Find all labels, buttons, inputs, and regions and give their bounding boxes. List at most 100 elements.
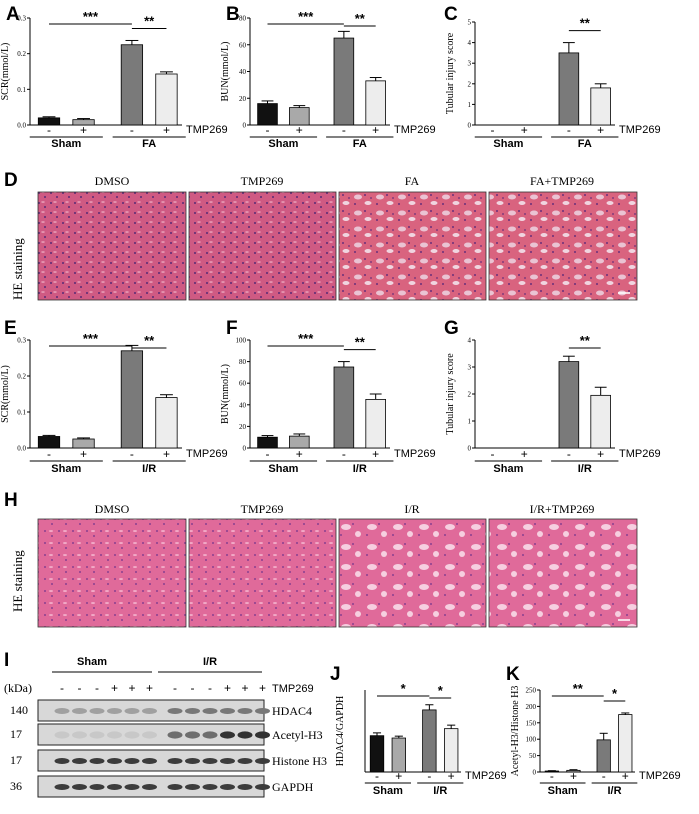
y-tick-label: 0.3 — [17, 15, 26, 23]
blot-band — [255, 731, 270, 739]
caption-H-3: I/R — [404, 502, 419, 516]
category-label: - — [550, 769, 554, 783]
blot-band — [124, 731, 140, 739]
blot-band — [124, 708, 140, 714]
y-axis-label: SCR(mmol/L) — [0, 365, 11, 423]
treatment-label: TMP269 — [619, 448, 661, 460]
lane-sign: - — [191, 681, 195, 695]
bar — [558, 361, 580, 449]
lane-sign: - — [78, 681, 82, 695]
y-tick-label: 0 — [243, 445, 247, 453]
category-label: - — [266, 447, 270, 461]
category-label: + — [597, 447, 604, 461]
chart-E: 0.0 0.1 0.2 0.3 SCR(mmol/L) - + - + TMP269 Sham I/R… — [0, 331, 228, 475]
y-tick-label: 20 — [239, 95, 247, 103]
y-tick-label: 1 — [468, 418, 472, 426]
category-label: + — [570, 769, 577, 783]
he-image-ir-tmp269 — [488, 518, 638, 628]
category-label: - — [491, 123, 495, 137]
blot-band — [202, 784, 218, 790]
caption-D-2: TMP269 — [241, 174, 284, 188]
y-tick-label: 80 — [239, 358, 247, 366]
panel-label-A: A — [6, 4, 20, 25]
y-tick-label: 40 — [239, 68, 247, 76]
lane-sign: - — [173, 681, 177, 695]
blot-band — [167, 708, 183, 714]
blot-band — [220, 758, 235, 764]
bar — [155, 397, 178, 449]
y-axis-label: BUN(mmol/L) — [220, 42, 231, 102]
blot-band — [255, 758, 270, 764]
significance-label: ** — [355, 11, 366, 26]
bar — [391, 737, 406, 773]
blot-treatment-label: TMP269 — [272, 683, 314, 695]
category-label: - — [427, 769, 431, 783]
lane-sign: - — [60, 681, 64, 695]
panel-label-K: K — [506, 664, 520, 685]
blot-band — [202, 758, 218, 764]
y-axis-label: HDAC4/GAPDH — [335, 696, 346, 767]
protein-label: Acetyl-H3 — [272, 728, 323, 742]
blot-band — [167, 758, 183, 764]
group-label: I/R — [353, 463, 367, 475]
y-tick-label: 60 — [239, 41, 247, 49]
y-tick-label: 50 — [529, 752, 537, 760]
category-label: + — [296, 447, 303, 461]
blot-band — [185, 708, 200, 714]
blot-band — [72, 784, 87, 790]
y-tick-label: 250 — [526, 687, 537, 695]
caption-H-4: I/R+TMP269 — [530, 502, 595, 516]
he-image-fa-tmp269 — [488, 191, 638, 301]
kda-marker: 140 — [10, 703, 28, 717]
caption-D-1: DMSO — [95, 174, 130, 188]
chart-C: 0 1 2 3 4 5 Tubular injury score - + - + TMP269 Sham… — [445, 16, 661, 150]
panel-label-B: B — [226, 4, 240, 25]
group-label: Sham — [493, 463, 523, 475]
bar — [120, 44, 144, 126]
category-label: + — [80, 447, 87, 461]
significance-label: ** — [580, 16, 591, 31]
blot-band — [220, 731, 235, 739]
group-label: Sham — [493, 138, 523, 150]
lane-sign: + — [128, 681, 135, 695]
blot-sign-row: - - - + + + - - - + + + — [60, 681, 266, 695]
y-tick-label: 0.2 — [17, 373, 26, 381]
y-tick-label: 100 — [236, 337, 247, 345]
lane-sign: + — [111, 681, 118, 695]
caption-H-1: DMSO — [95, 502, 130, 516]
category-label: + — [597, 123, 604, 137]
y-tick-label: 100 — [526, 736, 537, 744]
he-image-ir — [338, 518, 487, 628]
group-label: I/R — [607, 785, 621, 797]
blot-band — [237, 758, 253, 764]
blot-group-ir: I/R — [203, 656, 217, 668]
category-label: - — [375, 769, 379, 783]
blot-band — [54, 784, 70, 790]
he-image-dmso-fa — [37, 191, 187, 301]
significance-label: * — [401, 681, 407, 696]
y-tick-label: 0 — [468, 122, 472, 130]
group-label: I/R — [433, 785, 447, 797]
y-tick-label: 0.2 — [17, 50, 26, 58]
significance-label: *** — [298, 331, 314, 346]
treatment-label: TMP269 — [186, 448, 228, 460]
blot-band — [107, 758, 122, 764]
bar — [155, 73, 178, 126]
bar — [369, 735, 385, 773]
bar — [590, 394, 611, 449]
bar — [365, 80, 386, 126]
bar — [590, 87, 611, 126]
protein-label: HDAC4 — [272, 704, 312, 718]
blot-group-sham: Sham — [77, 656, 107, 668]
lane-sign: + — [259, 681, 266, 695]
kda-marker: 36 — [10, 779, 22, 793]
panel-label-C: C — [444, 4, 458, 25]
category-label: + — [395, 769, 402, 783]
y-tick-label: 3 — [468, 364, 472, 372]
blot-band — [142, 708, 157, 714]
chart-J: HDAC4/GAPDH - + - + TMP269 Sham I/R * * — [335, 681, 507, 797]
caption-D-4: FA+TMP269 — [530, 174, 594, 188]
lane-sign: - — [95, 681, 99, 695]
blot-band — [142, 731, 157, 739]
